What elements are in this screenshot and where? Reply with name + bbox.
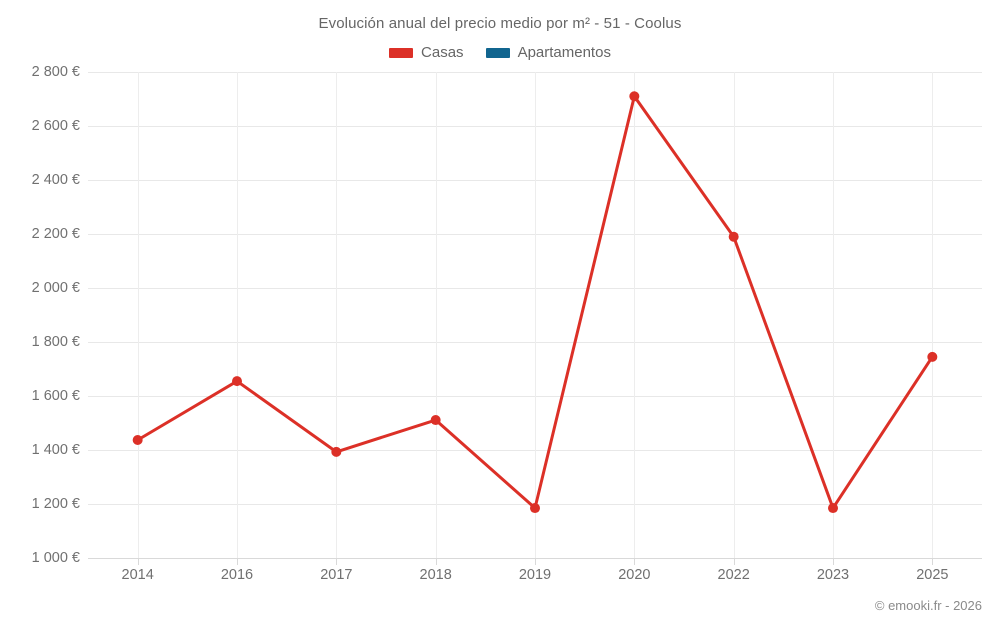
y-axis-tick-label: 2 200 €	[31, 226, 80, 242]
x-axis-tick-label: 2020	[618, 567, 651, 583]
x-axis-tick	[733, 558, 735, 565]
chart-legend: Casas Apartamentos	[0, 44, 1000, 61]
y-axis-tick-label: 1 600 €	[31, 388, 80, 404]
gridline-vertical	[137, 72, 139, 558]
x-axis-tick-label: 2017	[320, 567, 353, 583]
x-axis-tick-label: 2019	[518, 567, 552, 583]
data-point-marker[interactable]	[132, 435, 143, 446]
legend-swatch-icon	[389, 47, 414, 58]
x-axis-tick	[137, 558, 139, 565]
y-axis-tick-label: 2 600 €	[31, 118, 80, 134]
y-axis-tick-label: 1 800 €	[31, 334, 80, 350]
x-axis-tick-label: 2014	[121, 567, 154, 583]
data-point-marker[interactable]	[232, 376, 242, 387]
gridline-vertical	[733, 72, 735, 558]
chart-title: Evolución anual del precio medio por m² …	[318, 15, 682, 32]
y-axis-tick-label: 2 000 €	[31, 280, 80, 296]
x-axis-tick	[833, 558, 834, 565]
x-axis-tick-label: 2016	[220, 567, 254, 583]
legend-swatch-icon	[485, 47, 510, 58]
x-axis-tick-label: 2018	[419, 567, 452, 583]
gridline-vertical	[435, 72, 437, 558]
x-axis-tick	[237, 558, 238, 565]
data-point-marker[interactable]	[530, 503, 540, 514]
y-axis-tick-label: 1 000 €	[31, 550, 80, 566]
y-axis-labels: 1 000 € 1 200 € 1 400 € 1 600 € 1 800 € 2 000…	[0, 0, 80, 625]
x-axis-tick-label: 2023	[816, 567, 850, 583]
credit-text: © emooki.fr - 2026	[874, 598, 982, 613]
x-axis-tick	[634, 558, 636, 565]
gridline-vertical	[634, 72, 636, 558]
legend-label: Casas	[421, 44, 464, 61]
gridline-vertical	[237, 72, 238, 558]
data-point-marker[interactable]	[828, 503, 838, 514]
data-point-marker[interactable]	[629, 91, 640, 102]
y-axis-tick-label: 1 200 €	[31, 496, 80, 512]
x-axis-tick	[535, 558, 536, 565]
legend-label: Apartamentos	[517, 44, 611, 61]
x-axis-tick	[435, 558, 437, 565]
legend-item-apartamentos[interactable]: Apartamentos	[485, 44, 611, 61]
x-axis-tick	[932, 558, 934, 565]
data-point-marker[interactable]	[728, 231, 739, 242]
y-axis-tick-label: 1 400 €	[31, 442, 80, 458]
legend-item-casas[interactable]: Casas	[389, 44, 464, 61]
x-axis-tick	[336, 558, 338, 565]
data-point-marker[interactable]	[430, 415, 441, 426]
x-axis-tick-label: 2025	[916, 567, 949, 583]
gridline-vertical	[535, 72, 536, 558]
gridline-vertical	[932, 72, 934, 558]
x-axis-tick-label: 2022	[717, 567, 750, 583]
y-axis-tick-label: 2 800 €	[31, 64, 80, 80]
series-line-casas	[136, 94, 934, 510]
y-axis-tick-label: 2 400 €	[31, 172, 80, 188]
data-point-marker[interactable]	[331, 446, 342, 457]
gridline-vertical	[336, 72, 338, 558]
data-point-marker[interactable]	[927, 351, 938, 362]
gridline-vertical	[833, 72, 834, 558]
